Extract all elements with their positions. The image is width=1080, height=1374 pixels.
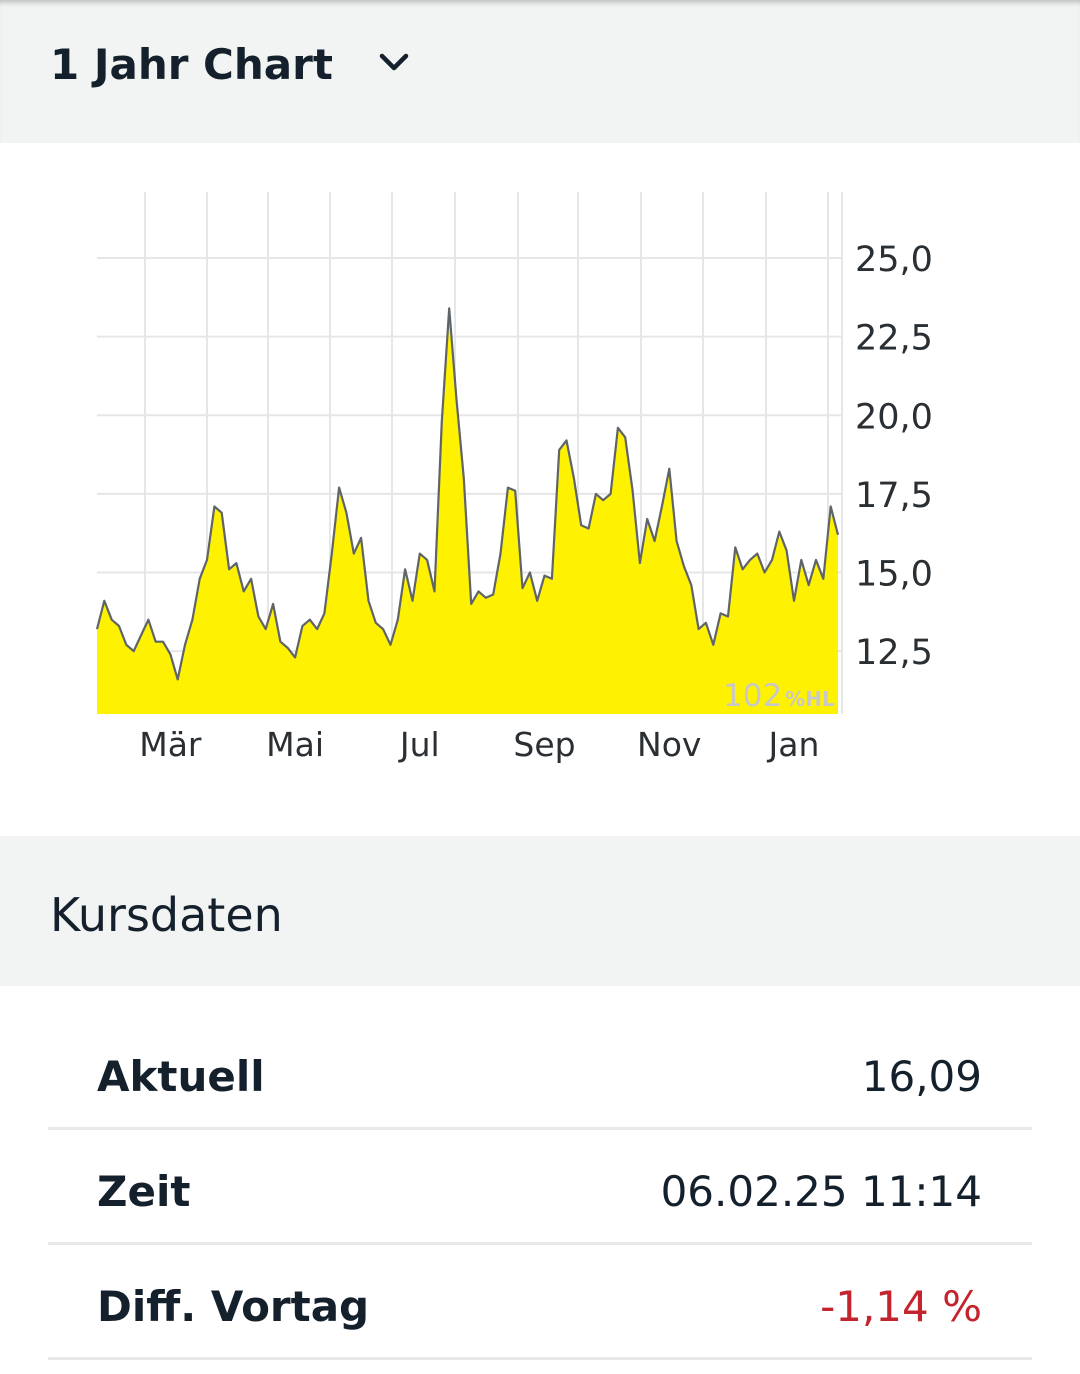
section-title: Kursdaten bbox=[50, 888, 283, 942]
section-header bbox=[0, 836, 1080, 986]
row-label: Diff. Vortag bbox=[97, 1282, 370, 1331]
chart-header[interactable]: 1 Jahr Chart bbox=[0, 0, 1080, 143]
area bbox=[97, 308, 838, 714]
y-tick-label: 12,5 bbox=[855, 633, 933, 673]
data-row: Zeit 06.02.25 11:14 bbox=[48, 1127, 1032, 1245]
data-row: Diff. Vortag -1,14 % bbox=[48, 1242, 1032, 1360]
x-tick-label: Nov bbox=[637, 725, 701, 764]
row-label: Aktuell bbox=[97, 1052, 265, 1101]
y-tick-label: 22,5 bbox=[855, 319, 933, 359]
row-value: -1,14 % bbox=[820, 1282, 982, 1331]
row-label: Zeit bbox=[97, 1167, 191, 1216]
watermark-number: 102 bbox=[723, 678, 782, 714]
x-tick-label: Mai bbox=[266, 725, 324, 764]
y-tick-label: 15,0 bbox=[855, 554, 933, 594]
data-row: Aktuell 16,09 bbox=[48, 1012, 1032, 1130]
chart: 12,5 15,0 17,5 20,0 22,5 25,0 Mär Mai Jul Sep Nov J… bbox=[95, 192, 933, 764]
y-tick-label: 25,0 bbox=[855, 240, 933, 280]
row-value: 16,09 bbox=[861, 1052, 982, 1101]
x-tick-label: Jul bbox=[398, 725, 440, 764]
y-tick-label: 17,5 bbox=[855, 476, 933, 516]
x-tick-label: Jan bbox=[767, 725, 820, 764]
row-value: 06.02.25 11:14 bbox=[660, 1167, 982, 1216]
header-title[interactable]: 1 Jahr Chart bbox=[50, 40, 333, 89]
line bbox=[95, 307, 840, 681]
watermark-unit: %HL bbox=[785, 687, 835, 711]
watermark: 102 %HL bbox=[723, 678, 835, 714]
x-tick-label: Mär bbox=[139, 725, 202, 764]
chevron-icon[interactable] bbox=[378, 52, 410, 74]
y-tick-label: 20,0 bbox=[855, 397, 933, 437]
x-tick-label: Sep bbox=[513, 725, 575, 764]
